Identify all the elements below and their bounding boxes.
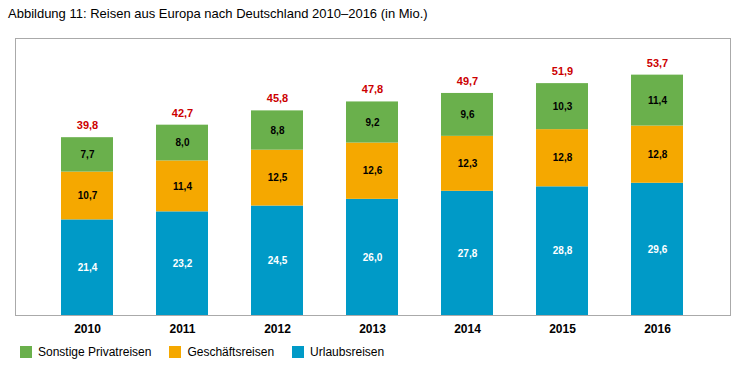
svg-text:2015: 2015 [549, 322, 576, 336]
svg-text:23,2: 23,2 [173, 258, 193, 269]
svg-text:53,7: 53,7 [647, 57, 668, 69]
svg-text:12,5: 12,5 [268, 172, 288, 183]
svg-text:9,6: 9,6 [461, 109, 475, 120]
html-text:Urlaubsreisen: Urlaubsreisen [310, 345, 385, 359]
svg-text:11,4: 11,4 [648, 95, 667, 106]
svg-text:26,0: 26,0 [363, 252, 383, 263]
svg-text:28,8: 28,8 [553, 245, 573, 256]
svg-text:2011: 2011 [169, 322, 195, 336]
svg-text:12,8: 12,8 [553, 152, 573, 163]
svg-text:12,6: 12,6 [363, 165, 383, 176]
svg-text:2016: 2016 [644, 322, 671, 336]
html-text:Geschäftsreisen: Geschäftsreisen [187, 345, 275, 359]
svg-text:2014: 2014 [454, 322, 481, 336]
svg-text:42,7: 42,7 [172, 107, 193, 119]
html-text:Abbildung 11: Reisen aus Europ: Abbildung 11: Reisen aus Europa nach Deu… [8, 6, 428, 21]
svg-text:45,8: 45,8 [267, 92, 288, 104]
svg-text:10,7: 10,7 [78, 190, 98, 201]
svg-text:8,8: 8,8 [271, 125, 285, 136]
svg-text:2013: 2013 [359, 322, 386, 336]
svg-text:49,7: 49,7 [457, 75, 478, 87]
svg-text:21,4: 21,4 [78, 262, 98, 273]
svg-text:10,3: 10,3 [553, 101, 573, 112]
svg-text:2012: 2012 [264, 322, 291, 336]
html-text:Sonstige Privatreisen: Sonstige Privatreisen [38, 345, 152, 359]
svg-text:7,7: 7,7 [81, 149, 95, 160]
svg-text:39,8: 39,8 [77, 119, 98, 131]
svg-text:24,5: 24,5 [268, 255, 288, 266]
svg-text:2010: 2010 [74, 322, 101, 336]
svg-text:11,4: 11,4 [173, 181, 192, 192]
svg-text:29,6: 29,6 [648, 244, 668, 255]
svg-text:8,0: 8,0 [176, 137, 190, 148]
svg-text:47,8: 47,8 [362, 83, 383, 95]
svg-text:12,3: 12,3 [458, 158, 478, 169]
svg-text:51,9: 51,9 [552, 65, 573, 77]
svg-text:9,2: 9,2 [366, 117, 380, 128]
svg-text:12,8: 12,8 [648, 149, 668, 160]
svg-text:27,8: 27,8 [458, 248, 478, 259]
